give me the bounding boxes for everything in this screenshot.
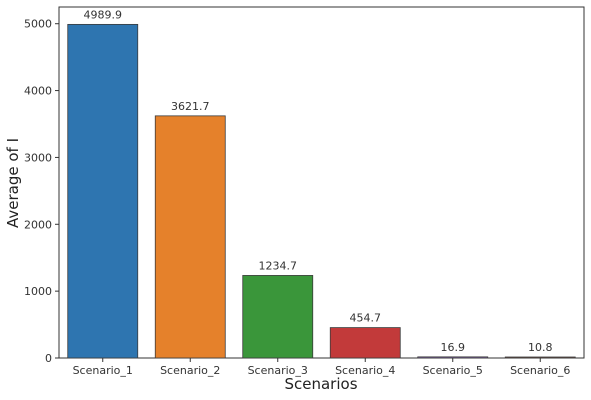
x-tick-label: Scenario_1 — [73, 364, 133, 377]
y-tick-label: 2000 — [24, 218, 52, 231]
x-tick-label: Scenario_5 — [423, 364, 483, 377]
value-labels-group: 4989.9 3621.7 1234.7 454.7 16.9 10.8 — [84, 8, 553, 354]
x-axis: Scenario_1 Scenario_2 Scenario_3 Scenario_4… — [73, 358, 570, 377]
y-axis-title: Average of I — [4, 138, 22, 228]
x-tick-label: Scenario_2 — [160, 364, 220, 377]
bar-scenario-4 — [329, 327, 401, 359]
data-label-scenario-4: 454.7 — [350, 312, 382, 325]
x-axis-title: Scenarios — [284, 375, 357, 393]
bar-scenario-2 — [154, 115, 226, 359]
data-label-scenario-1: 4989.9 — [84, 8, 123, 21]
data-label-scenario-2: 3621.7 — [171, 100, 210, 113]
bar-scenario-6 — [504, 356, 576, 359]
bar-scenario-5 — [417, 356, 489, 359]
y-tick-label: 1000 — [24, 285, 52, 298]
y-axis: 0 1000 2000 3000 4000 5000 — [24, 18, 59, 365]
data-label-scenario-6: 10.8 — [528, 341, 553, 354]
plot-frame — [58, 6, 585, 359]
y-tick-label: 0 — [45, 352, 52, 365]
data-label-scenario-5: 16.9 — [441, 341, 466, 354]
y-tick-label: 5000 — [24, 18, 52, 31]
bar-scenario-3 — [242, 275, 314, 359]
data-label-scenario-3: 1234.7 — [259, 259, 298, 272]
bar-scenario-1 — [67, 23, 139, 359]
y-tick-label: 4000 — [24, 85, 52, 98]
x-tick-label: Scenario_3 — [248, 364, 308, 377]
x-tick-label: Scenario_4 — [335, 364, 395, 377]
x-tick-label: Scenario_6 — [510, 364, 570, 377]
y-tick-label: 3000 — [24, 151, 52, 164]
bars-group — [67, 23, 576, 359]
